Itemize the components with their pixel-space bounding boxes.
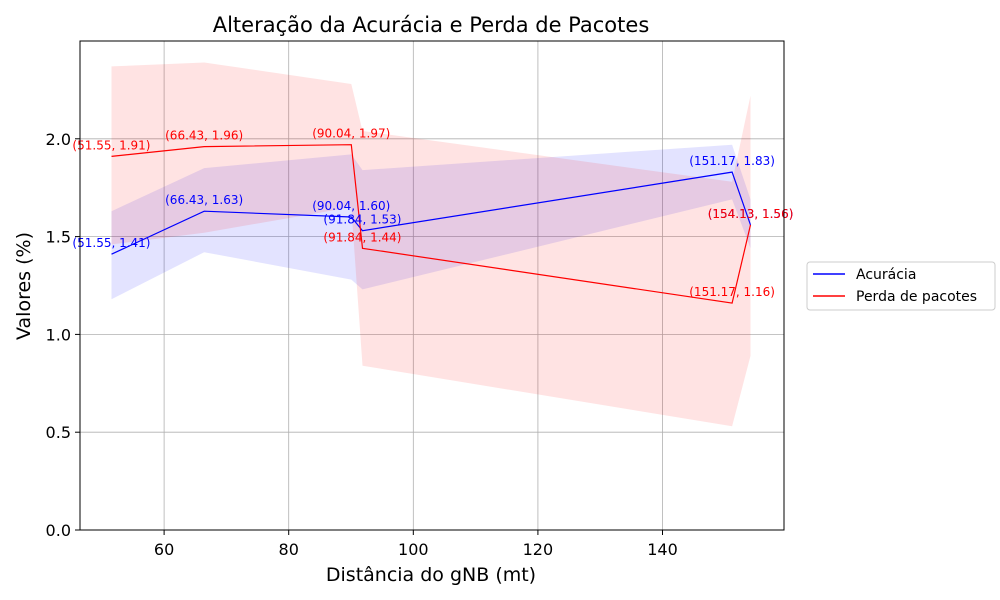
data-label-series-1: (151.17, 1.16) — [689, 285, 775, 299]
data-label-series-0: (154.13, 1.56) — [708, 207, 794, 221]
data-label-series-0: (90.04, 1.60) — [312, 199, 390, 213]
x-axis-ticks: 60 80 100 120 140 — [154, 530, 678, 559]
data-labels: (51.55, 1.41)(66.43, 1.63) (90.04, 1.60)(… — [72, 127, 793, 299]
y-axis-label: Valores (%) — [13, 232, 35, 340]
y-axis-ticks: 0.0 0.5 1.0 1.5 2.0 — [46, 130, 80, 540]
data-label-series-1: (154.13, 1.56) — [708, 207, 794, 221]
band-series-0 — [111, 144, 751, 300]
data-label-series-0: (151.17, 1.83) — [689, 154, 775, 168]
line-series-0 — [111, 171, 752, 255]
confidence-bands — [111, 62, 751, 427]
plot-area — [80, 41, 784, 530]
x-tick-label: 120 — [523, 540, 554, 559]
data-label-series-1: (66.43, 1.96) — [165, 129, 243, 143]
y-tick-label: 2.0 — [46, 130, 71, 149]
data-label-series-1: (91.84, 1.44) — [323, 230, 401, 244]
y-tick-label: 1.5 — [46, 228, 71, 247]
legend: Acurácia Perda de pacotes — [806, 261, 996, 311]
y-tick-label: 0.0 — [46, 521, 71, 540]
y-tick-label: 1.0 — [46, 325, 71, 344]
series-lines — [111, 144, 752, 304]
legend-entry-packet-loss: Perda de pacotes — [856, 289, 977, 305]
data-label-series-0: (91.84, 1.53) — [323, 213, 401, 227]
band-series-1 — [111, 62, 751, 427]
x-axis-label: Distância do gNB (mt) — [326, 564, 536, 586]
legend-box — [806, 261, 996, 311]
legend-entry-accuracy: Acurácia — [856, 267, 916, 283]
chart-title: Alteração da Acurácia e Perda de Pacotes — [213, 13, 650, 37]
data-label-series-1: (90.04, 1.97) — [312, 127, 390, 141]
line-series-1 — [111, 144, 752, 304]
data-label-series-0: (51.55, 1.41) — [72, 236, 150, 250]
y-tick-label: 0.5 — [46, 423, 71, 442]
plot-frame — [79, 40, 785, 531]
data-label-series-1: (51.55, 1.91) — [72, 138, 150, 152]
x-tick-label: 60 — [154, 540, 174, 559]
x-tick-label: 80 — [279, 540, 299, 559]
data-label-series-0: (66.43, 1.63) — [165, 193, 243, 207]
x-tick-label: 100 — [398, 540, 429, 559]
x-tick-label: 140 — [647, 540, 678, 559]
